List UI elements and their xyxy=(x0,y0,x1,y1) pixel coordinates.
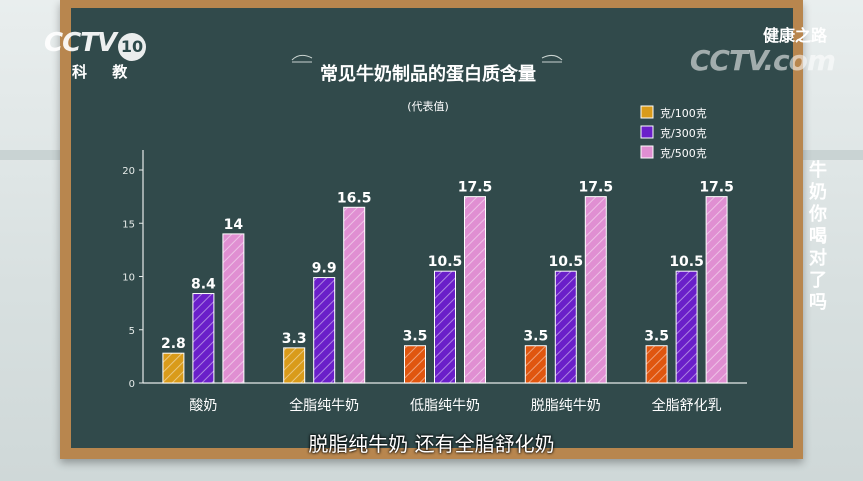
y-tick-label: 20 xyxy=(122,166,135,177)
bar-hatch xyxy=(404,345,426,383)
x-category-label: 脱脂纯牛奶 xyxy=(531,398,601,414)
bar-value-label: 10.5 xyxy=(669,254,704,270)
bar-value-label: 9.9 xyxy=(312,261,337,277)
bar-value-label: 8.4 xyxy=(191,277,216,293)
bar-hatch xyxy=(283,347,305,383)
legend-label: 克/100克 xyxy=(660,107,707,120)
bar-hatch xyxy=(313,277,335,383)
bar-value-label: 3.5 xyxy=(403,329,428,345)
x-category-label: 全脂舒化乳 xyxy=(652,397,722,414)
bar-hatch xyxy=(343,207,365,383)
bar-hatch xyxy=(192,293,214,383)
legend-swatch xyxy=(640,145,654,159)
y-tick-label: 15 xyxy=(122,219,135,230)
x-category-label: 低脂纯牛奶 xyxy=(410,398,480,414)
channel-logo: CCTV 10 科 教 xyxy=(44,28,147,82)
y-tick-label: 0 xyxy=(129,379,135,390)
chart-subtitle: (代表值) xyxy=(407,99,449,113)
blackboard xyxy=(71,8,793,448)
bar-hatch xyxy=(222,233,244,383)
bar-value-label: 3.3 xyxy=(282,331,307,347)
bar-value-label: 17.5 xyxy=(699,180,734,196)
legend-label: 克/500克 xyxy=(660,147,707,160)
bar-hatch xyxy=(555,271,577,383)
left-shelf xyxy=(0,150,60,160)
program-name: 健康之路 xyxy=(762,26,827,45)
bar-hatch xyxy=(646,345,668,383)
caption-subtitle: 脱脂纯牛奶 还有全脂舒化奶 xyxy=(308,432,555,456)
title-decoration xyxy=(291,54,563,63)
chart-title: 常见牛奶制品的蛋白质含量 xyxy=(320,63,536,85)
bar-value-label: 16.5 xyxy=(337,190,372,206)
right-shelf xyxy=(803,150,863,160)
channel-number: 10 xyxy=(118,32,147,61)
cctv-watermark: CCTV.com xyxy=(689,44,836,77)
bar-hatch xyxy=(525,345,547,383)
x-category-label: 酸奶 xyxy=(189,398,217,414)
y-tick-label: 10 xyxy=(122,273,135,284)
legend-swatch xyxy=(640,125,654,139)
bar-hatch xyxy=(464,196,486,383)
bar-hatch xyxy=(706,196,728,383)
bar-value-label: 14 xyxy=(224,217,244,233)
bar-value-label: 3.5 xyxy=(523,329,548,345)
cctv-logo-text: CCTV xyxy=(44,28,117,58)
bar-value-label: 17.5 xyxy=(458,180,493,196)
x-category-label: 全脂纯牛奶 xyxy=(289,397,359,414)
bar-value-label: 3.5 xyxy=(644,329,669,345)
bar-hatch xyxy=(434,271,456,383)
vertical-episode-title: 牛奶你喝对了吗 xyxy=(809,160,827,313)
bar-value-label: 17.5 xyxy=(579,180,614,196)
bar-hatch xyxy=(676,271,698,383)
bar-value-label: 2.8 xyxy=(161,336,186,352)
bar-hatch xyxy=(162,353,184,383)
bar-hatch xyxy=(585,196,607,383)
bar-value-label: 10.5 xyxy=(549,254,584,270)
legend-swatch xyxy=(640,105,654,119)
y-tick-label: 5 xyxy=(129,326,135,337)
channel-name: 科 教 xyxy=(72,62,138,81)
legend-label: 克/300克 xyxy=(660,127,707,140)
bar-value-label: 10.5 xyxy=(428,254,463,270)
